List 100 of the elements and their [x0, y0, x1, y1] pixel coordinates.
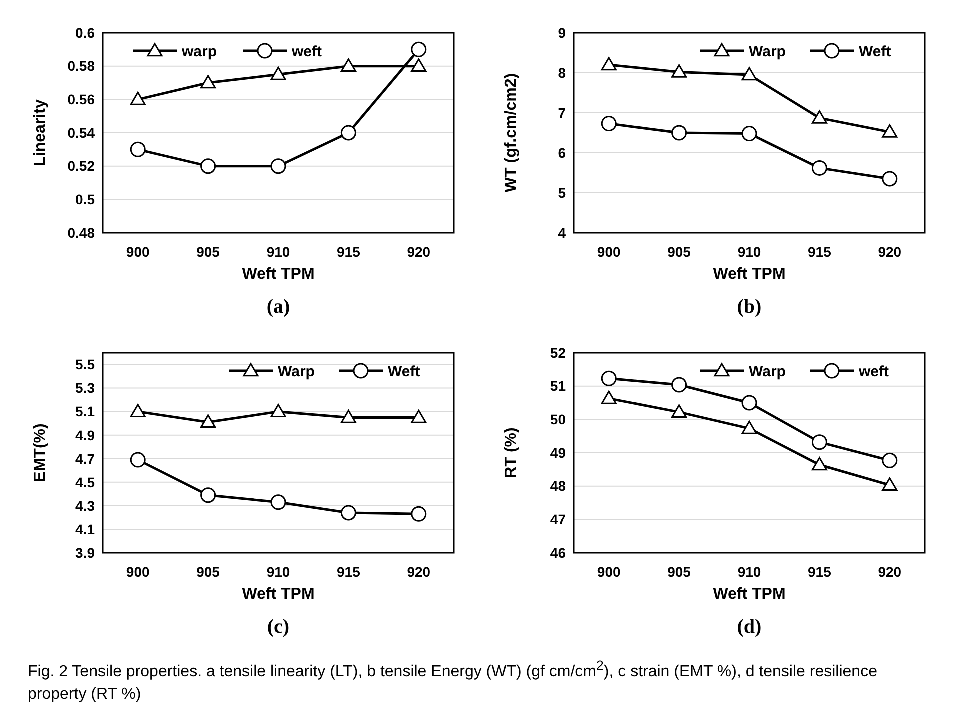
- point: [340, 58, 356, 72]
- legend-label: warp: [181, 43, 218, 60]
- y-tick-label: 46: [550, 544, 566, 561]
- point: [130, 404, 146, 418]
- text: (d): [737, 616, 762, 638]
- x-tick-label: 905: [668, 244, 692, 260]
- point: [882, 478, 898, 491]
- y-tick-label: 0.54: [68, 124, 96, 141]
- point: [411, 410, 427, 424]
- point: [812, 110, 828, 124]
- point: [882, 171, 898, 187]
- point: [200, 75, 216, 89]
- x-tick-label: 900: [597, 564, 621, 580]
- point: [812, 160, 828, 176]
- x-tick-label: 920: [878, 564, 902, 580]
- x-tick-label: 905: [196, 564, 220, 580]
- point: [270, 66, 286, 80]
- y-tick-label: 0.6: [76, 24, 96, 41]
- point: [270, 404, 286, 418]
- point: [672, 64, 688, 78]
- x-tick-label: 910: [738, 244, 762, 260]
- y-tick-label: 49: [550, 444, 566, 461]
- legend-label: Warp: [749, 363, 786, 380]
- y-tick-label: 0.58: [68, 58, 96, 74]
- point: [672, 125, 688, 141]
- y-tick-label: 4.7: [76, 450, 96, 467]
- point: [411, 42, 427, 58]
- y-tick-label: 48: [550, 478, 566, 494]
- y-axis-title: Linearity: [32, 100, 49, 166]
- x-tick-label: 920: [407, 244, 431, 260]
- point: [200, 414, 216, 428]
- y-tick-label: 3.9: [76, 544, 96, 561]
- point: [812, 457, 828, 471]
- legend-label: Warp: [749, 43, 786, 60]
- legend-label: Warp: [278, 363, 315, 380]
- point: [601, 370, 617, 386]
- point: [340, 125, 356, 141]
- legend-label: weft: [291, 43, 322, 60]
- x-tick-label: 900: [126, 244, 150, 260]
- point: [200, 488, 216, 504]
- y-tick-label: 8: [558, 64, 566, 81]
- point: [130, 142, 146, 158]
- x-tick-label: 920: [878, 244, 902, 260]
- point: [672, 377, 688, 393]
- y-axis-title: RT (%): [503, 428, 520, 478]
- y-tick-label: 0.52: [68, 158, 96, 174]
- x-tick-label: 915: [808, 244, 832, 260]
- point: [742, 420, 758, 434]
- y-tick-label: 51: [550, 378, 566, 394]
- x-tick-label: 900: [126, 564, 150, 580]
- point: [340, 505, 356, 521]
- point: [601, 116, 617, 132]
- legend-label: Weft: [388, 363, 420, 380]
- text: (b): [737, 296, 762, 318]
- point: [742, 395, 758, 411]
- y-tick-label: 5: [558, 184, 566, 201]
- y-tick-label: 9: [558, 24, 566, 41]
- y-tick-label: 0.48: [68, 224, 96, 241]
- y-tick-label: 5.1: [76, 404, 96, 420]
- text: (a): [266, 296, 290, 318]
- point: [672, 404, 688, 418]
- y-tick-label: 4: [558, 224, 566, 241]
- point: [882, 124, 898, 138]
- x-tick-label: 915: [808, 564, 832, 580]
- legend-label: Weft: [859, 43, 892, 60]
- point: [601, 390, 617, 404]
- point: [742, 67, 758, 81]
- x-tick-label: 910: [738, 564, 762, 580]
- x-tick-label: 915: [337, 564, 361, 580]
- point: [812, 434, 828, 450]
- y-tick-label: 6: [558, 144, 566, 161]
- x-tick-label: 910: [266, 244, 290, 260]
- point: [742, 126, 758, 142]
- y-axis-title: EMT(%): [32, 424, 49, 482]
- y-tick-label: 50: [550, 412, 566, 428]
- legend-label: weft: [858, 363, 890, 380]
- y-tick-label: 7: [558, 104, 566, 121]
- point: [200, 158, 216, 174]
- y-tick-label: 4.9: [76, 427, 96, 444]
- x-tick-label: 905: [196, 244, 220, 260]
- x-axis-title: Weft TPM: [242, 266, 315, 283]
- y-axis-title: WT (gf.cm/cm2): [503, 73, 520, 193]
- y-tick-label: 4.3: [76, 498, 96, 514]
- y-tick-label: 0.56: [68, 92, 96, 108]
- point: [882, 452, 898, 468]
- x-tick-label: 910: [266, 564, 290, 580]
- point: [601, 57, 617, 71]
- x-axis-title: Weft TPM: [713, 586, 786, 603]
- text: (c): [267, 616, 290, 638]
- point: [270, 158, 286, 174]
- point: [411, 506, 427, 522]
- y-tick-label: 4.5: [76, 474, 96, 490]
- text: Fig. 2 Tensile properties. a tensile linearity (LT), b tensile Energy (WT) (gf cm/cm$^{2}$), c strain (EMT %), d tensile resilience property (RT %): [28, 658, 878, 703]
- point: [130, 452, 146, 468]
- x-axis-title: Weft TPM: [242, 586, 315, 603]
- x-tick-label: 900: [597, 244, 621, 260]
- x-tick-label: 905: [668, 564, 692, 580]
- point: [340, 410, 356, 424]
- y-tick-label: 0.5: [76, 192, 96, 208]
- point: [270, 494, 286, 510]
